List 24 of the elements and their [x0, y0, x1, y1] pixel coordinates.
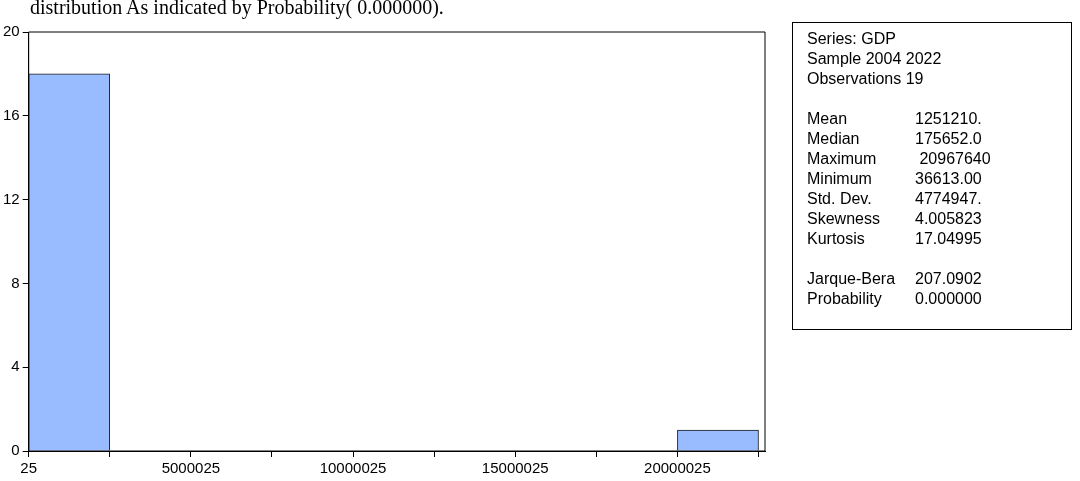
text: Median 175652.0 [807, 130, 982, 147]
x-tick-label: 10000025 [319, 459, 387, 477]
text: Std. Dev. 4774947. [807, 190, 982, 207]
chart-title: distribution As indicated by Probability( 0.000000). [30, 0, 444, 19]
x-tick-label: 15000025 [481, 459, 549, 477]
x-tick-label: 20000025 [644, 459, 711, 477]
y-tick-label: 16 [3, 105, 20, 123]
y-tick-label: 8 [11, 273, 20, 291]
y-tick-label: 0 [11, 441, 20, 459]
text: Sample 2004 2022 [807, 49, 943, 69]
x-tick-label: 5000025 [161, 459, 221, 477]
text: Kurtosis 17.04995 [807, 230, 982, 247]
text: Series: GDP [807, 29, 897, 49]
text: Observations 19 [807, 69, 925, 89]
text: Probability 0.000000 [807, 290, 982, 307]
text: Maximum 20967640 [807, 150, 991, 167]
x-tick-label: 25 [20, 459, 38, 477]
y-tick-label: 12 [3, 189, 20, 207]
text: Jarque-Bera 207.0902 [807, 270, 982, 287]
text: Minimum 36613.00 [807, 170, 982, 187]
text: Skewness 4.005823 [807, 210, 982, 227]
y-tick-label: 20 [3, 22, 20, 40]
text: Mean 1251210. [807, 110, 982, 127]
y-tick-label: 4 [11, 357, 20, 375]
